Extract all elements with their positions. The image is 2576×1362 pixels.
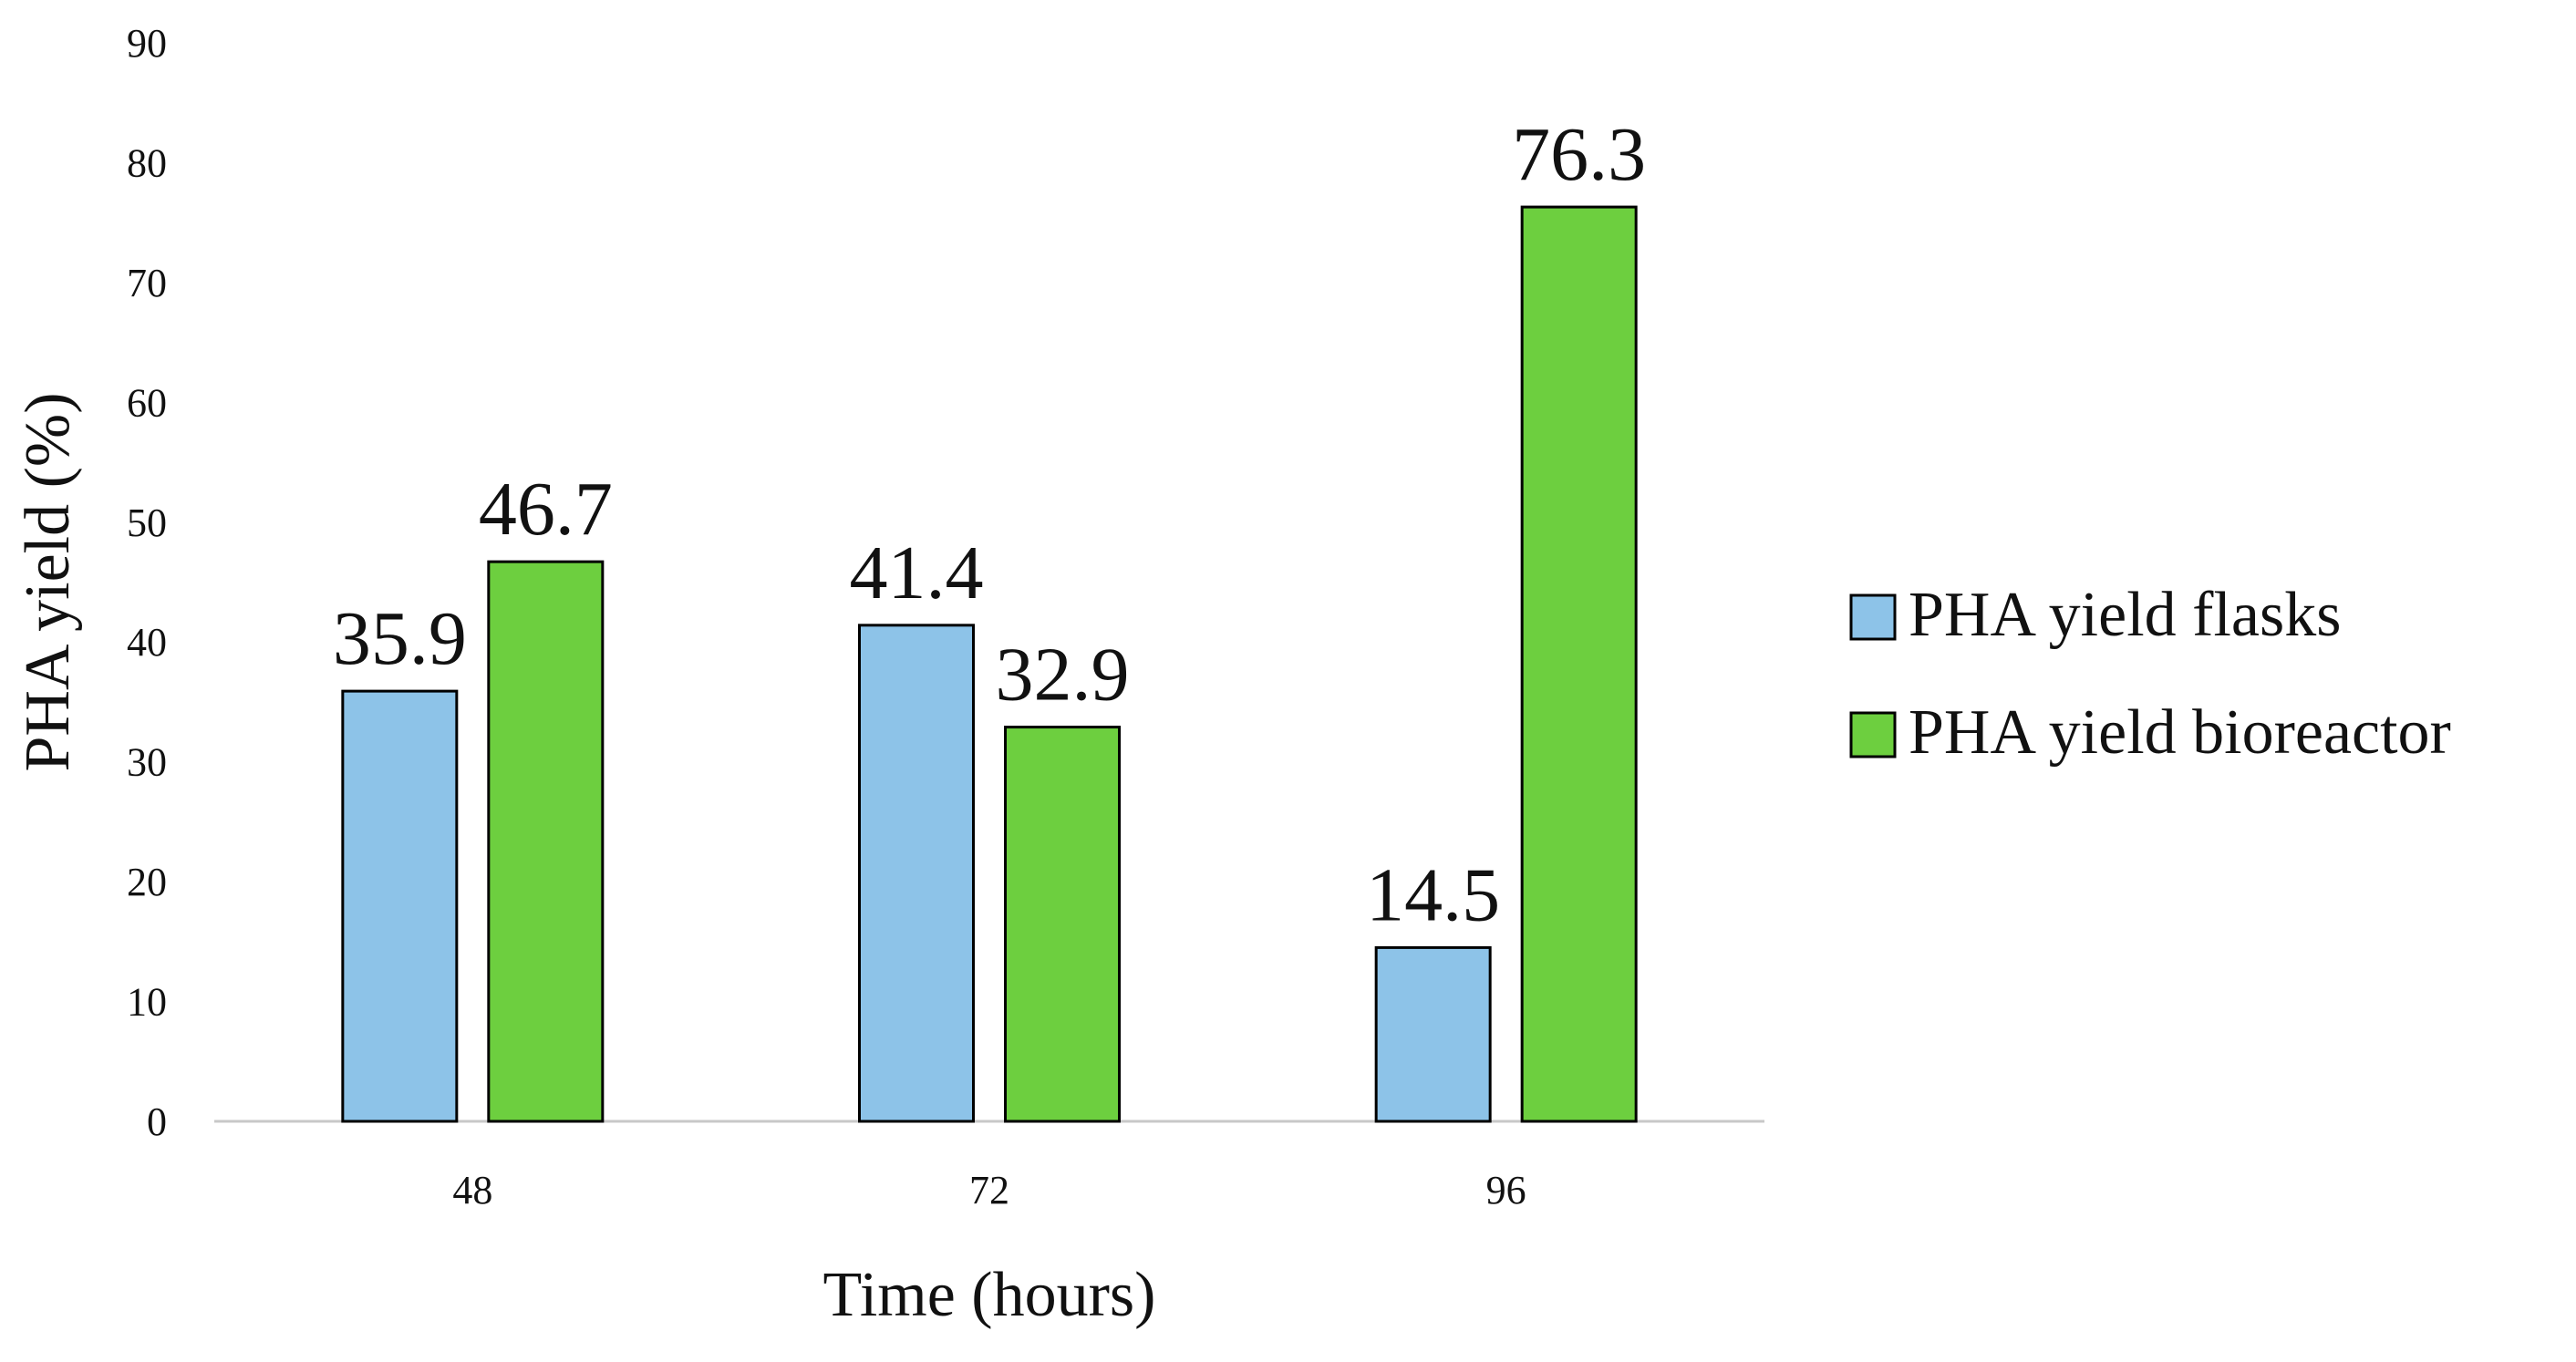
y-tick-label: 50 [127, 500, 167, 545]
y-axis-ticks: 0 10 20 30 40 50 60 70 80 90 [127, 21, 167, 1144]
x-tick-label: 48 [452, 1168, 492, 1212]
bar-flasks-96 [1374, 945, 1492, 1123]
y-tick-label: 90 [127, 21, 167, 66]
legend: PHA yield flasks PHA yield bioreactor [1849, 580, 2451, 768]
data-label: 35.9 [333, 596, 467, 681]
data-label: 14.5 [1366, 852, 1500, 937]
bar-bioreactor-48 [487, 560, 605, 1123]
x-tick-label: 96 [1486, 1168, 1526, 1212]
x-axis-ticks: 48 72 96 [452, 1168, 1526, 1212]
y-tick-label: 30 [127, 740, 167, 785]
bar-bioreactor-96 [1520, 205, 1638, 1123]
legend-swatch-bioreactor [1849, 711, 1897, 758]
y-tick-label: 70 [127, 261, 167, 305]
data-label: 32.9 [996, 633, 1130, 717]
legend-label: PHA yield flasks [1909, 580, 2341, 650]
y-tick-label: 80 [127, 140, 167, 185]
y-tick-label: 10 [127, 980, 167, 1025]
y-tick-label: 0 [147, 1099, 167, 1144]
y-tick-label: 40 [127, 620, 167, 665]
legend-label: PHA yield bioreactor [1909, 697, 2451, 768]
x-axis-title: Time (hours) [823, 1260, 1156, 1330]
bar-flasks-48 [341, 689, 459, 1123]
y-tick-label: 60 [127, 380, 167, 425]
data-labels-group: 35.946.7 41.432.9 14.5 76.3 [333, 112, 1646, 937]
data-label: 41.4 [850, 531, 984, 615]
bar-bioreactor-72 [1004, 726, 1121, 1123]
y-axis-title: PHA yield (%) [13, 392, 83, 771]
data-label: 46.7 [479, 467, 613, 552]
x-tick-label: 72 [969, 1168, 1009, 1212]
bars-group [341, 205, 1638, 1123]
data-label: 76.3 [1512, 112, 1646, 197]
bar-flasks-72 [858, 624, 975, 1123]
y-tick-label: 20 [127, 860, 167, 904]
legend-swatch-flasks [1849, 593, 1897, 641]
